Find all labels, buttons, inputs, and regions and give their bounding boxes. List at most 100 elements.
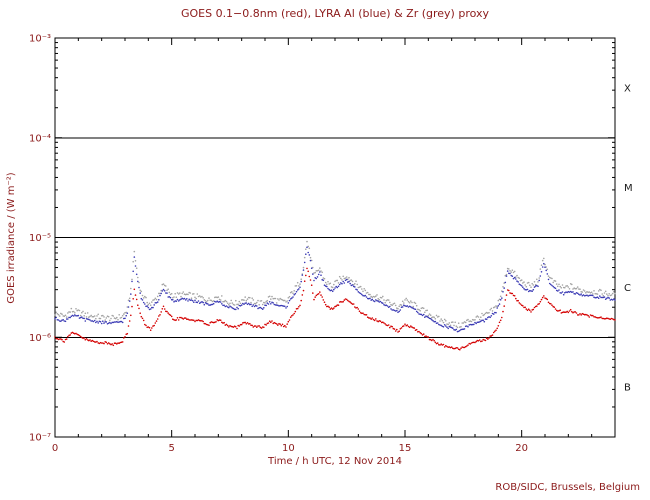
data-point	[288, 299, 291, 302]
data-point	[238, 300, 241, 303]
data-point	[221, 295, 223, 297]
data-point	[543, 262, 545, 265]
data-point	[317, 269, 320, 272]
data-point	[194, 320, 196, 323]
data-point	[255, 301, 258, 304]
data-point	[306, 246, 308, 249]
data-point	[408, 326, 411, 329]
data-point	[481, 319, 483, 322]
data-point	[371, 317, 374, 319]
data-point	[599, 295, 601, 297]
data-point	[230, 306, 232, 308]
data-point	[224, 299, 227, 302]
data-point	[501, 297, 503, 299]
data-point	[611, 292, 614, 295]
data-point	[352, 303, 355, 305]
data-point	[287, 302, 290, 304]
data-point	[497, 305, 500, 307]
data-point	[502, 291, 504, 293]
data-point	[576, 292, 579, 295]
data-point	[356, 289, 359, 291]
data-point	[412, 307, 415, 310]
data-point	[428, 338, 431, 341]
data-point	[135, 298, 138, 301]
data-point	[513, 270, 516, 273]
data-point	[474, 321, 476, 324]
data-point	[607, 294, 609, 297]
data-point	[484, 339, 487, 342]
data-point	[478, 318, 481, 321]
data-point	[498, 321, 501, 324]
data-point	[285, 326, 287, 328]
data-point	[551, 277, 553, 280]
data-point	[404, 305, 406, 307]
data-point	[466, 325, 468, 327]
data-point	[397, 307, 399, 310]
data-point	[298, 306, 300, 308]
data-point	[546, 268, 549, 271]
data-point	[578, 293, 580, 296]
data-point	[218, 319, 221, 321]
data-point	[223, 304, 225, 307]
data-point	[581, 312, 584, 315]
data-point	[335, 305, 338, 307]
data-point	[208, 304, 210, 306]
data-point	[559, 309, 561, 312]
data-point	[608, 293, 610, 295]
data-point	[85, 318, 88, 320]
data-point	[511, 292, 514, 295]
data-point	[421, 334, 424, 336]
data-point	[264, 323, 266, 326]
data-point	[243, 299, 245, 302]
data-point	[193, 319, 195, 322]
data-point	[343, 299, 346, 301]
data-point	[494, 311, 496, 314]
data-point	[519, 284, 522, 286]
data-point	[211, 300, 214, 303]
data-point	[319, 271, 321, 273]
data-point	[303, 256, 306, 259]
data-point	[242, 302, 244, 305]
data-point	[127, 306, 130, 308]
data-point	[201, 300, 203, 303]
data-point	[183, 293, 186, 296]
data-point	[398, 305, 401, 308]
data-point	[279, 323, 282, 326]
data-point	[214, 296, 216, 299]
data-point	[316, 276, 319, 278]
data-point	[275, 323, 278, 325]
data-point	[263, 307, 265, 309]
flare-class-label: M	[624, 183, 633, 194]
data-point	[523, 306, 525, 309]
data-point	[107, 315, 110, 318]
data-point	[334, 287, 336, 289]
data-point	[398, 330, 401, 333]
data-point	[533, 281, 536, 283]
data-point	[114, 317, 117, 320]
data-point	[202, 297, 204, 299]
data-point	[321, 271, 324, 274]
data-point	[316, 293, 319, 296]
data-point	[237, 307, 239, 310]
data-point	[142, 319, 145, 322]
data-point	[128, 300, 131, 302]
data-point	[132, 298, 134, 300]
data-point	[342, 300, 345, 303]
data-point	[348, 276, 350, 279]
data-point	[99, 341, 102, 344]
data-point	[504, 299, 507, 301]
data-point	[328, 306, 331, 309]
data-point	[215, 321, 217, 323]
data-point	[568, 288, 571, 290]
data-point	[432, 319, 434, 322]
data-point	[89, 315, 91, 318]
data-point	[456, 347, 459, 349]
data-point	[375, 318, 377, 320]
data-point	[289, 291, 292, 294]
data-point	[154, 322, 157, 324]
data-point	[524, 306, 526, 309]
data-point	[189, 319, 192, 321]
data-point	[240, 323, 243, 326]
data-point	[67, 318, 69, 320]
data-point	[383, 303, 385, 306]
